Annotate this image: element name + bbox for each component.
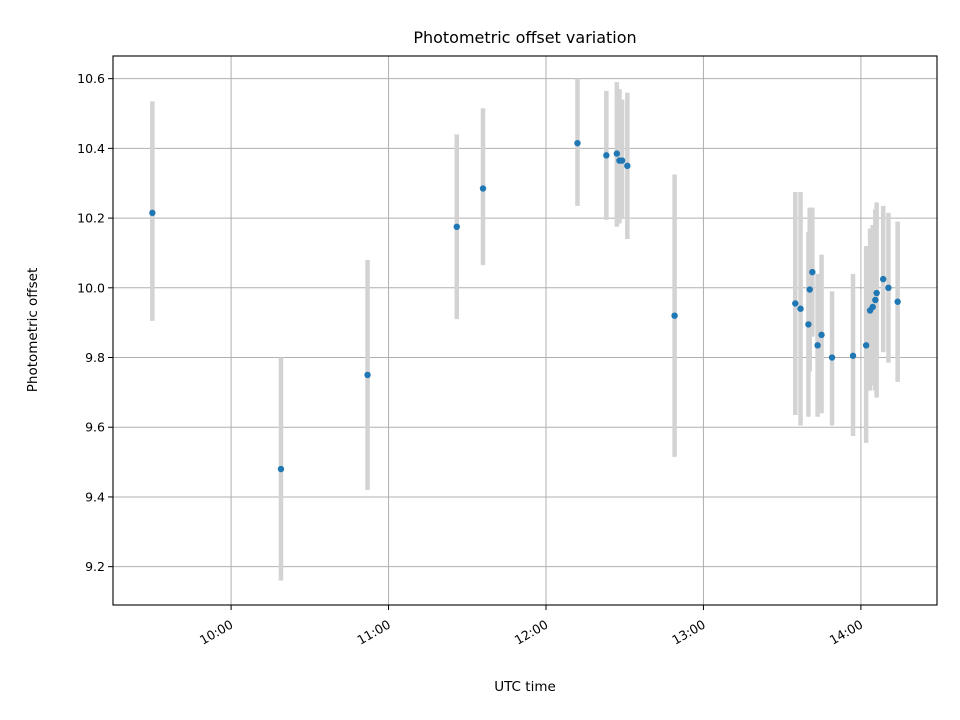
data-point	[603, 152, 610, 159]
x-axis-label: UTC time	[494, 679, 556, 695]
y-tick-label: 10.0	[77, 280, 105, 295]
data-point	[869, 303, 876, 311]
data-point	[880, 275, 887, 283]
y-tick-label: 10.6	[77, 71, 105, 86]
y-axis-label: Photometric offset	[25, 268, 41, 392]
data-point	[809, 268, 816, 276]
data-point	[805, 321, 812, 328]
data-point	[792, 300, 799, 307]
data-point	[574, 139, 581, 147]
y-tick-label: 9.6	[85, 420, 105, 435]
data-point	[613, 150, 621, 157]
data-point	[277, 465, 285, 473]
y-axis-ticks: 9.2 9.4 9.6 9.8 10.0 10.2 10.4 10.6	[77, 71, 113, 574]
y-tick-label: 9.4	[85, 489, 105, 504]
data-point	[894, 298, 901, 305]
data-point	[479, 185, 487, 192]
data-point	[671, 312, 678, 319]
data-point	[806, 286, 813, 293]
data-point	[364, 371, 371, 379]
y-tick-label: 10.4	[77, 141, 105, 156]
data-point	[862, 342, 870, 349]
y-tick-label: 10.2	[77, 211, 105, 226]
data-point	[828, 354, 836, 361]
data-point	[618, 157, 626, 164]
data-point	[849, 352, 857, 359]
data-point	[624, 162, 631, 169]
y-tick-label: 9.2	[85, 559, 105, 574]
data-point	[149, 209, 156, 217]
chart-title: Photometric offset variation	[413, 28, 636, 47]
data-point	[814, 342, 821, 349]
data-points	[149, 139, 901, 473]
y-tick-label: 9.8	[85, 350, 105, 365]
data-point	[873, 289, 880, 297]
data-point	[797, 305, 804, 312]
data-point	[453, 223, 460, 230]
data-point	[818, 331, 825, 339]
data-point	[885, 284, 892, 291]
plot-frame	[112, 55, 938, 606]
data-point	[872, 296, 879, 304]
